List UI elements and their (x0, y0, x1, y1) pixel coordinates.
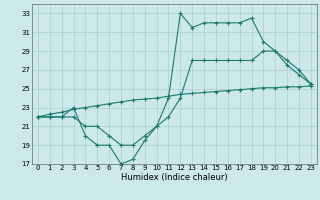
X-axis label: Humidex (Indice chaleur): Humidex (Indice chaleur) (121, 173, 228, 182)
